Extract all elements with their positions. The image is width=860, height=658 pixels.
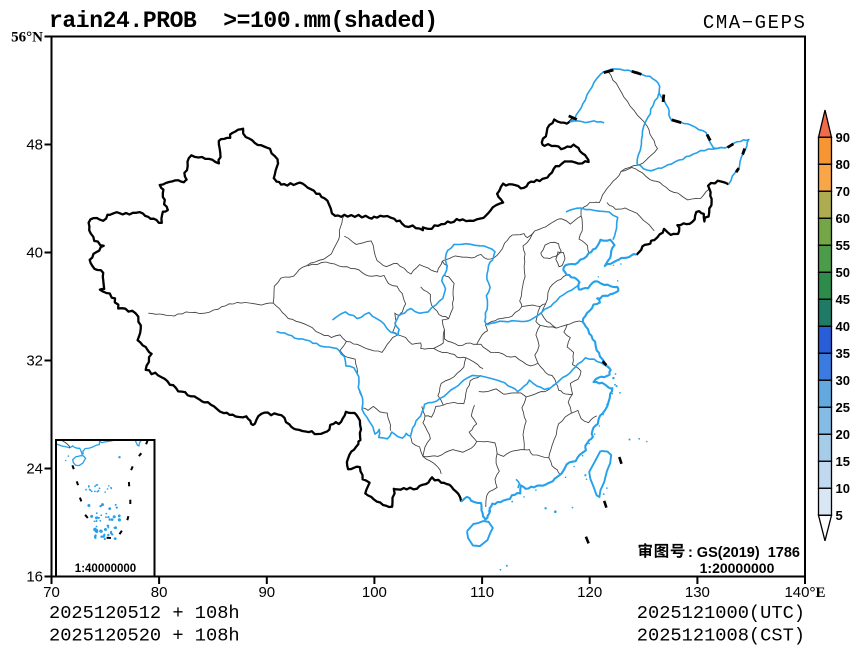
svg-text:45: 45 xyxy=(836,292,850,307)
svg-text:5: 5 xyxy=(836,508,843,523)
svg-text:100: 100 xyxy=(362,584,387,601)
svg-text:70: 70 xyxy=(836,184,850,199)
svg-text:15: 15 xyxy=(836,454,850,469)
svg-text:24: 24 xyxy=(26,461,43,478)
svg-text:32: 32 xyxy=(26,353,43,370)
svg-text:60: 60 xyxy=(836,211,850,226)
svg-text:40: 40 xyxy=(836,319,850,334)
svg-text:55: 55 xyxy=(836,238,850,253)
svg-text:110: 110 xyxy=(470,584,494,601)
svg-text:90: 90 xyxy=(258,584,275,601)
svg-text:48: 48 xyxy=(26,137,43,154)
svg-text:rain24.PROB >=100.mm(shaded): rain24.PROB >=100.mm(shaded) xyxy=(49,8,438,34)
svg-text:2025121000(UTC): 2025121000(UTC) xyxy=(637,602,805,624)
svg-text:70: 70 xyxy=(43,584,60,601)
svg-text:20: 20 xyxy=(836,427,850,442)
svg-text:: GS(2019) 1786: : GS(2019) 1786 xyxy=(688,545,800,561)
svg-text:1:20000000: 1:20000000 xyxy=(700,560,775,576)
svg-text:30: 30 xyxy=(836,373,850,388)
svg-text:25: 25 xyxy=(836,400,850,415)
svg-text:2025121008(CST): 2025121008(CST) xyxy=(637,625,805,647)
svg-text:90: 90 xyxy=(836,130,850,145)
svg-text:80: 80 xyxy=(151,584,168,601)
svg-text:10: 10 xyxy=(836,481,850,496)
svg-text:50: 50 xyxy=(836,265,850,280)
svg-text:56°N: 56°N xyxy=(11,30,43,46)
svg-text:140°E: 140°E xyxy=(784,584,825,601)
svg-text:40: 40 xyxy=(26,245,43,262)
svg-text:CMA−GEPS: CMA−GEPS xyxy=(703,12,807,34)
svg-text:2025120520 + 108h: 2025120520 + 108h xyxy=(49,625,240,647)
svg-text:130: 130 xyxy=(685,584,710,601)
svg-text:1:40000000: 1:40000000 xyxy=(75,563,136,575)
svg-text:80: 80 xyxy=(836,157,850,172)
svg-text:120: 120 xyxy=(577,584,602,601)
svg-text:35: 35 xyxy=(836,346,850,361)
svg-text:2025120512 + 108h: 2025120512 + 108h xyxy=(49,602,240,624)
svg-text:16: 16 xyxy=(26,569,43,586)
